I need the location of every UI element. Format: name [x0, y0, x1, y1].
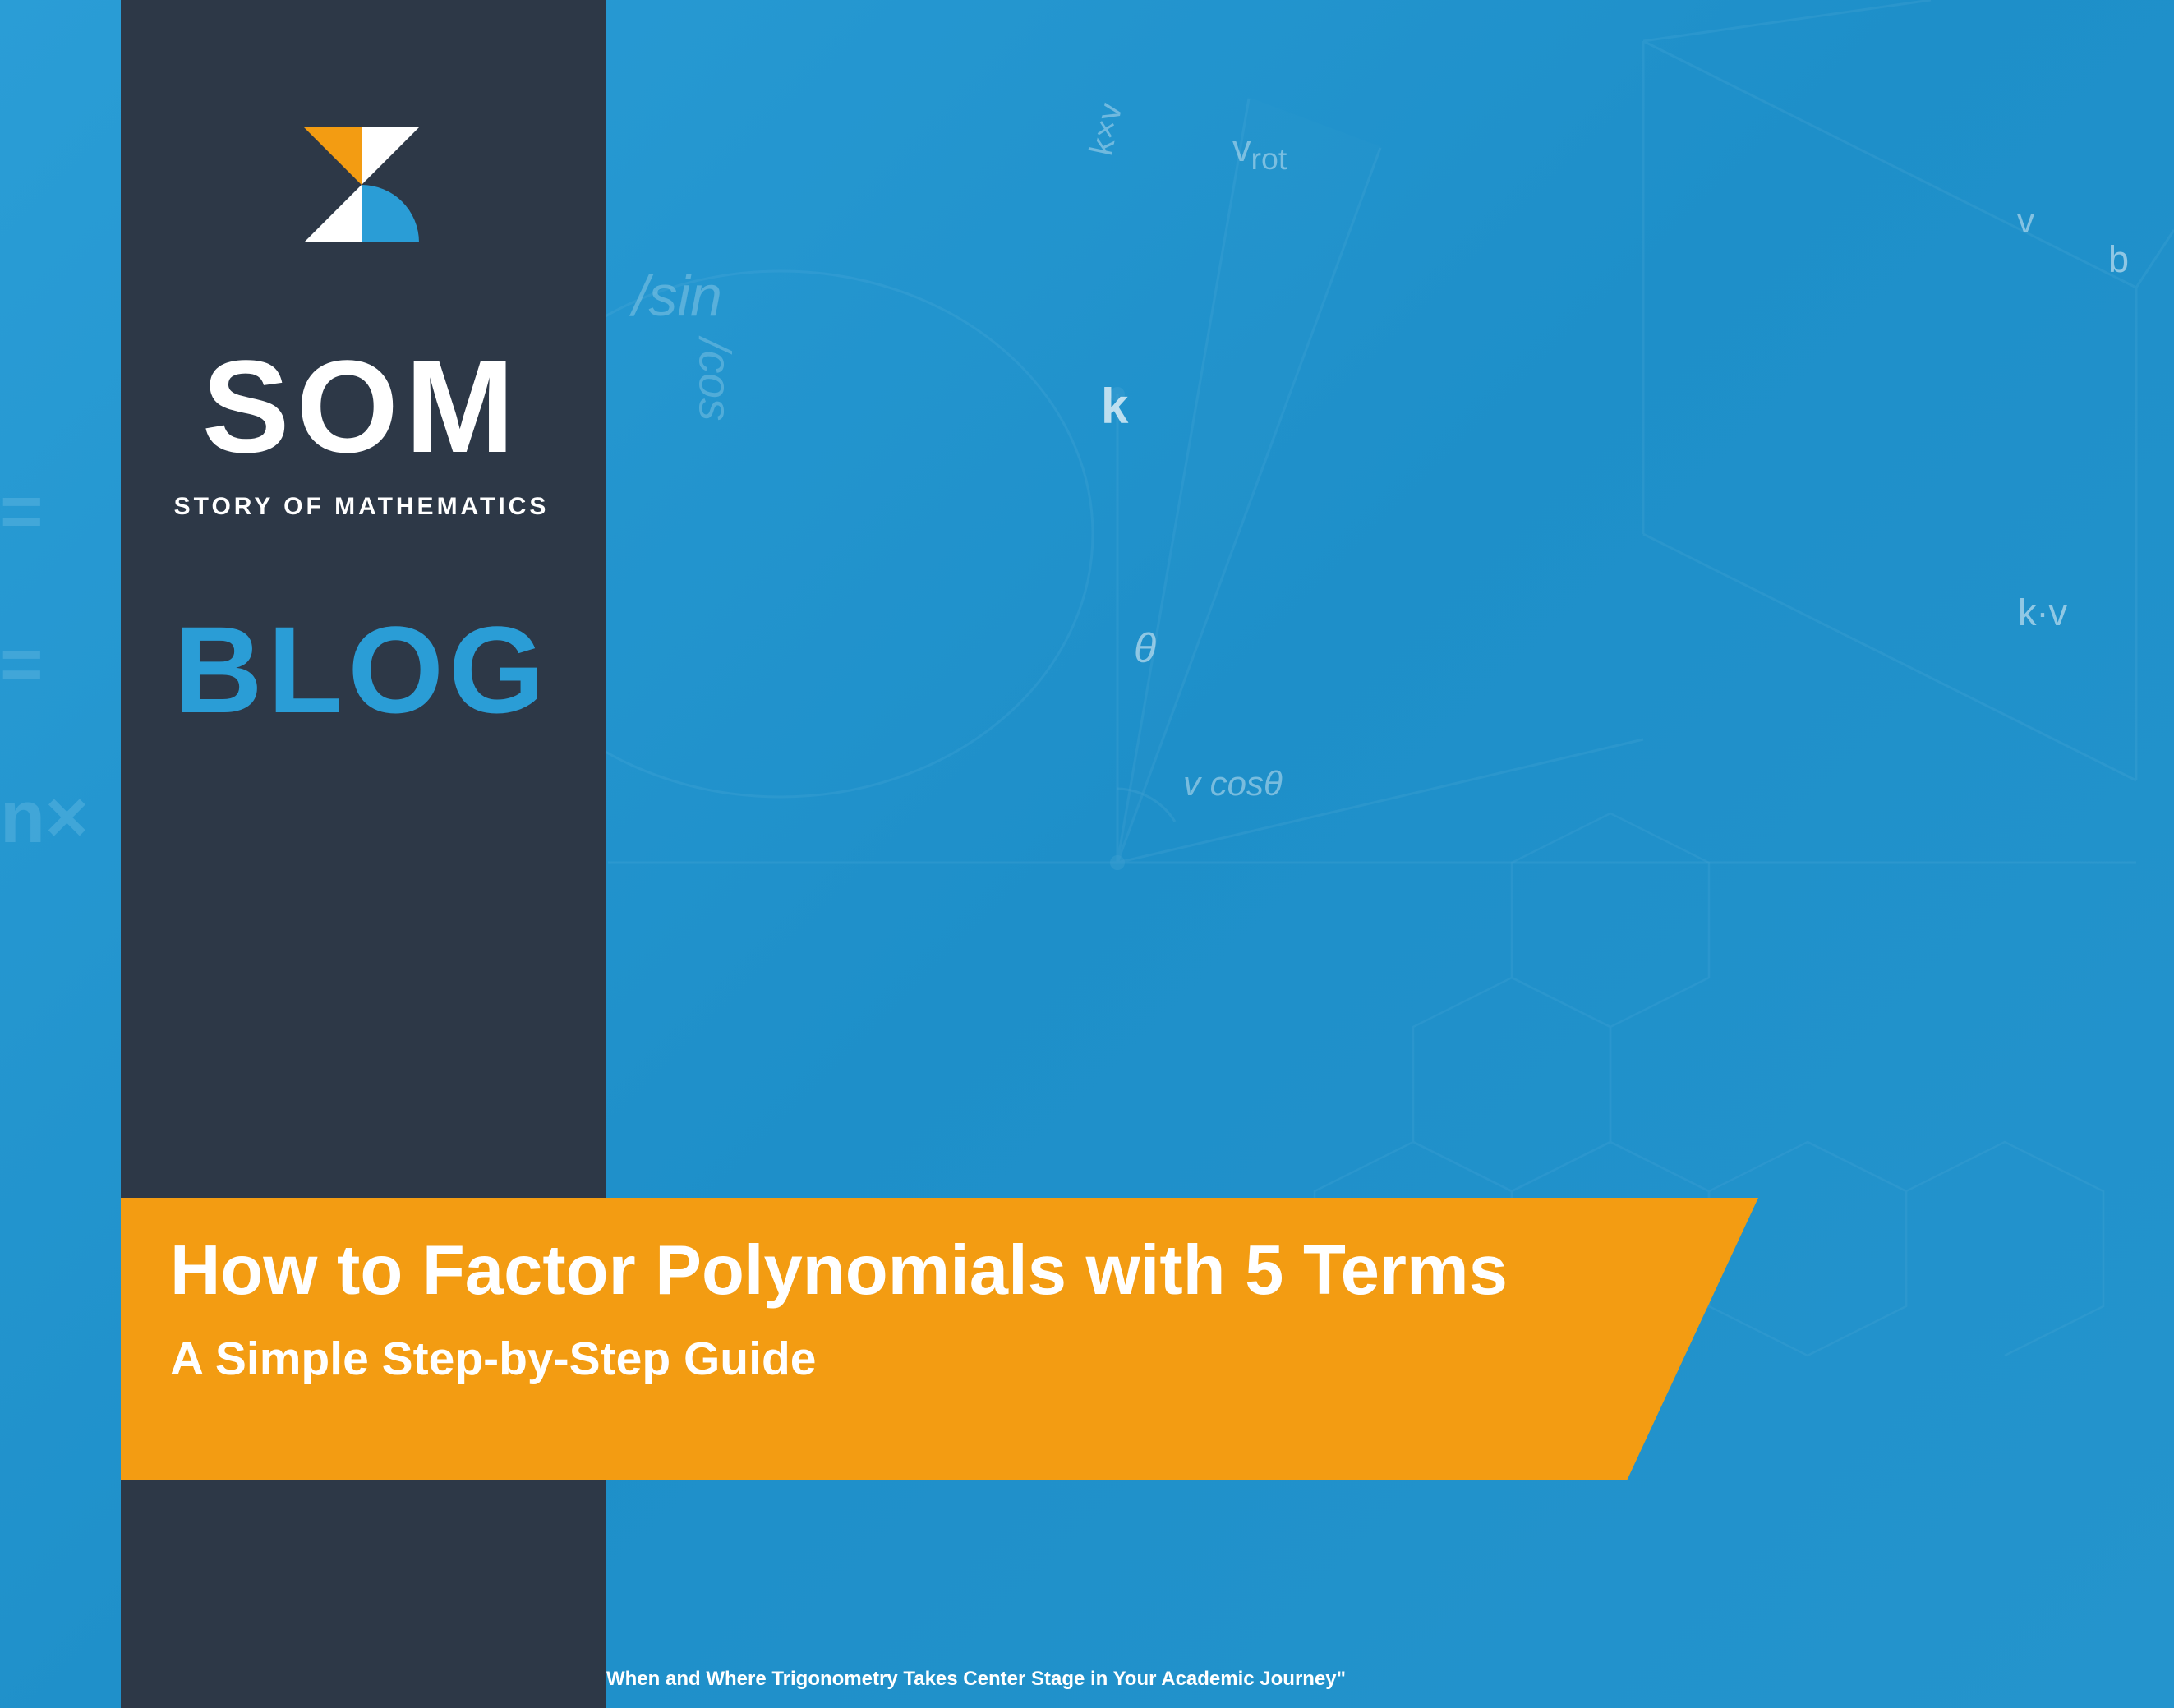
sin-label: /sin — [633, 263, 722, 329]
blog-label: BLOG — [164, 599, 559, 741]
vrot-label: vrot — [1232, 127, 1287, 177]
theta-label: θ — [1134, 624, 1156, 672]
logo-container: SOM STORY OF MATHEMATICS BLOG — [164, 70, 559, 741]
left-edge-eq2: = — [0, 613, 89, 716]
v-label: v — [2017, 201, 2034, 241]
title-banner: How to Factor Polynomials with 5 Terms A… — [121, 1198, 1758, 1480]
left-edge-formulas: = = n× — [0, 460, 89, 869]
brand-name: SOM — [164, 341, 559, 472]
article-title: How to Factor Polynomials with 5 Terms — [170, 1231, 1709, 1311]
b-label: b — [2108, 238, 2129, 281]
k-label: k — [1101, 378, 1128, 435]
cos-label: /cos — [689, 338, 741, 421]
article-subtitle: A Simple Step-by-Step Guide — [170, 1332, 1709, 1386]
left-edge-nx: n× — [0, 766, 89, 869]
left-edge-eq1: = — [0, 460, 89, 564]
logo-mark-icon — [246, 70, 477, 300]
footer-text: When and Where Trigonometry Takes Center… — [606, 1668, 1346, 1691]
vcos-label: v cosθ — [1183, 764, 1283, 803]
brand-tagline: STORY OF MATHEMATICS — [164, 493, 559, 521]
kv-label: k·v — [2018, 592, 2067, 634]
